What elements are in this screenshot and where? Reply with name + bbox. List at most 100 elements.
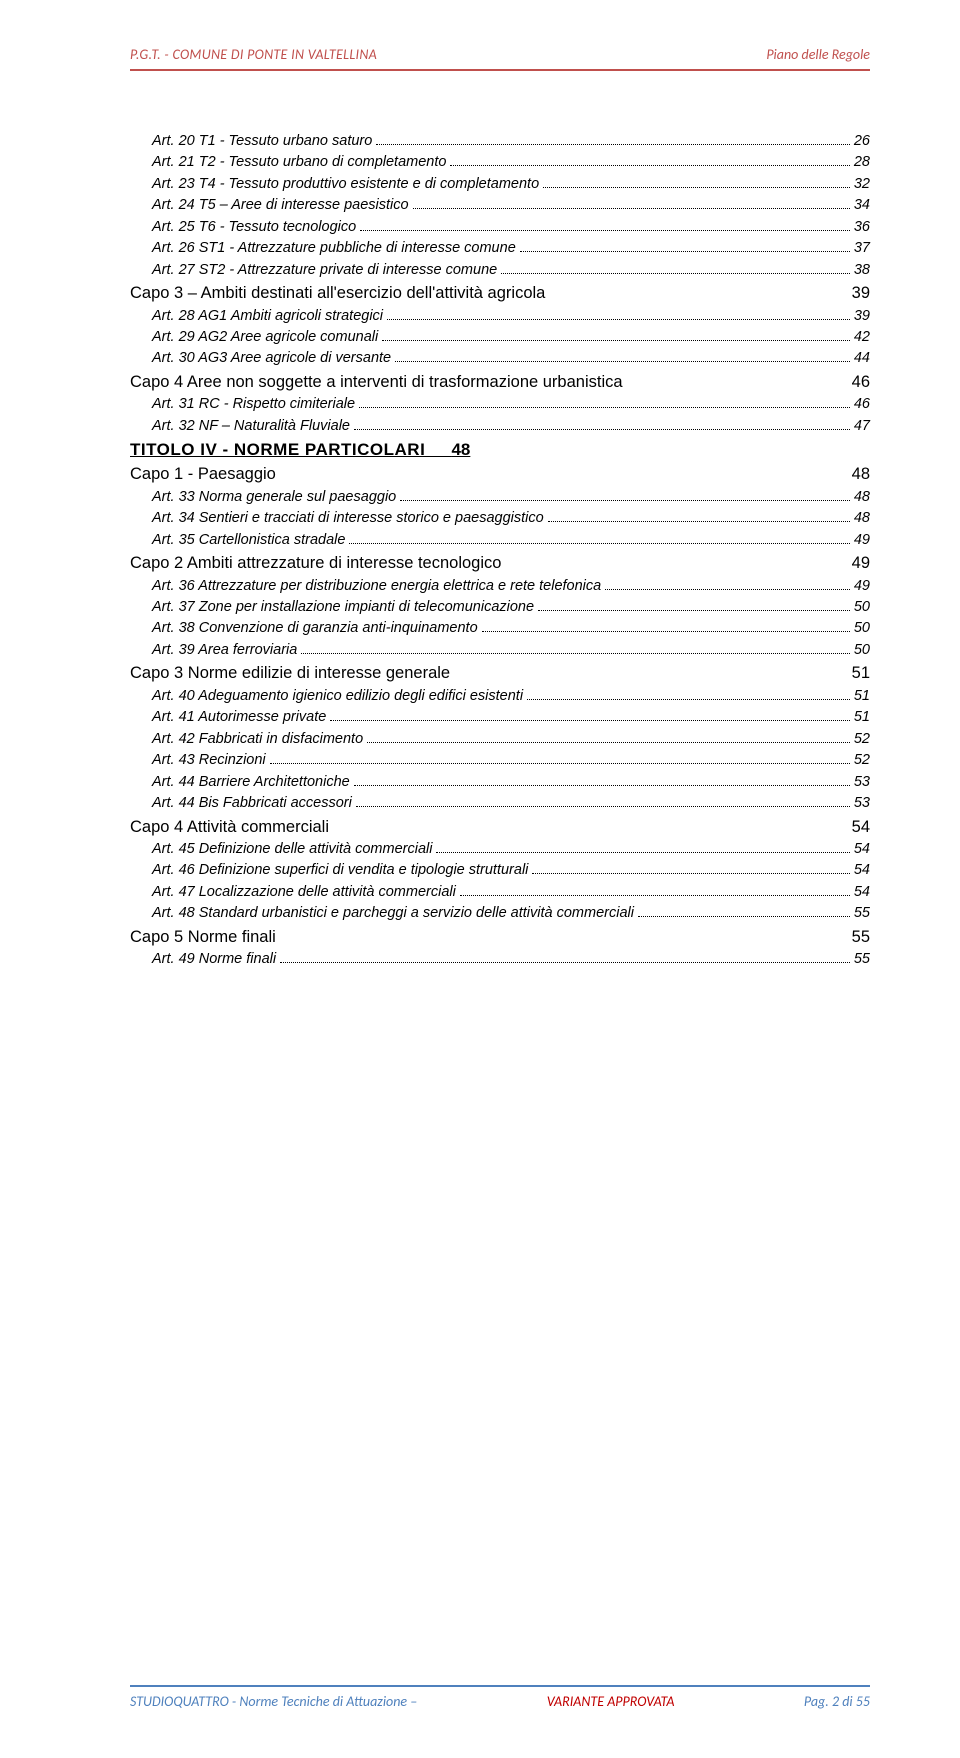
- toc-chapter-label: Capo 3 – Ambiti destinati all'esercizio …: [130, 281, 545, 305]
- toc-leader-dots: [605, 589, 850, 590]
- toc-page-number: 51: [854, 686, 870, 707]
- toc-page-number: 48: [854, 487, 870, 508]
- toc-row: Art. 20 T1 - Tessuto urbano saturo 26: [130, 131, 870, 152]
- toc-page-number: 52: [854, 750, 870, 771]
- toc-row: Art. 37 Zone per installazione impianti …: [130, 597, 870, 618]
- toc-leader-dots: [301, 653, 850, 654]
- toc-page-number: 53: [854, 772, 870, 793]
- toc-page-number: 38: [854, 260, 870, 281]
- toc-row: Art. 41 Autorimesse private 51: [130, 707, 870, 728]
- toc-row: Art. 31 RC - Rispetto cimiteriale46: [130, 394, 870, 415]
- toc-row: Capo 3 – Ambiti destinati all'esercizio …: [130, 281, 870, 305]
- toc-leader-dots: [356, 806, 850, 807]
- toc-article-label: Art. 20 T1 - Tessuto urbano saturo: [152, 131, 372, 152]
- toc-page-number: 32: [854, 174, 870, 195]
- toc-article-label: Art. 46 Definizione superfici di vendita…: [152, 860, 528, 881]
- toc-article-label: Art. 27 ST2 - Attrezzature private di in…: [152, 260, 497, 281]
- toc-row: Art. 40 Adeguamento igienico edilizio de…: [130, 686, 870, 707]
- toc-leader-dots: [436, 852, 849, 853]
- toc-article-label: Art. 48 Standard urbanistici e parcheggi…: [152, 903, 634, 924]
- footer-rule: [130, 1685, 870, 1687]
- toc-page-number: 54: [854, 860, 870, 881]
- toc-leader-dots: [638, 916, 850, 917]
- toc-row: Art. 45 Definizione delle attività comme…: [130, 839, 870, 860]
- toc-article-label: Art. 44 Barriere Architettoniche: [152, 772, 350, 793]
- toc-chapter-label: Capo 4 Aree non soggette a interventi di…: [130, 370, 623, 394]
- toc-title-label: TITOLO IV - NORME PARTICOLARI: [130, 437, 451, 462]
- toc-leader-dots: [460, 895, 850, 896]
- toc-article-label: Art. 33 Norma generale sul paesaggio: [152, 487, 396, 508]
- toc-leader-dots: [395, 361, 850, 362]
- toc-page-number: 51: [854, 707, 870, 728]
- toc-chapter-label: Capo 1 - Paesaggio: [130, 462, 276, 486]
- toc-row: Art. 32 NF – Naturalità Fluviale47: [130, 416, 870, 437]
- toc-page-number: 52: [854, 729, 870, 750]
- toc-article-label: Art. 41 Autorimesse private: [152, 707, 326, 728]
- toc-article-label: Art. 30 AG3 Aree agricole di versante: [152, 348, 391, 369]
- toc-row: TITOLO IV - NORME PARTICOLARI 48: [130, 437, 870, 462]
- toc-leader-dots: [501, 273, 850, 274]
- toc-page-number: 26: [854, 131, 870, 152]
- toc-row: Art. 27 ST2 - Attrezzature private di in…: [130, 260, 870, 281]
- toc-page-number: 49: [854, 576, 870, 597]
- table-of-contents: Art. 20 T1 - Tessuto urbano saturo26Art.…: [130, 131, 870, 971]
- toc-page-number: 34: [854, 195, 870, 216]
- toc-page-number: 49: [854, 530, 870, 551]
- toc-row: Art. 28 AG1 Ambiti agricoli strategici39: [130, 306, 870, 327]
- toc-article-label: Art. 26 ST1 - Attrezzature pubbliche di …: [152, 238, 516, 259]
- toc-row: Art. 26 ST1 - Attrezzature pubbliche di …: [130, 238, 870, 259]
- header-left: P.G.T. - COMUNE DI PONTE IN VALTELLINA: [130, 46, 377, 63]
- toc-page-number: 46: [854, 394, 870, 415]
- toc-row: Art. 44 Barriere Architettoniche 53: [130, 772, 870, 793]
- toc-leader-dots: [367, 742, 850, 743]
- toc-article-label: Art. 34 Sentieri e tracciati di interess…: [152, 508, 544, 529]
- toc-row: Art. 42 Fabbricati in disfacimento 52: [130, 729, 870, 750]
- toc-row: Capo 3 Norme edilizie di interesse gener…: [130, 661, 870, 685]
- toc-row: Art. 35 Cartellonistica stradale 49: [130, 530, 870, 551]
- toc-article-label: Art. 25 T6 - Tessuto tecnologico: [152, 217, 356, 238]
- toc-row: Art. 29 AG2 Aree agricole comunali42: [130, 327, 870, 348]
- toc-row: Art. 34 Sentieri e tracciati di interess…: [130, 508, 870, 529]
- page-footer: STUDIOQUATTRO - Norme Tecniche di Attuaz…: [130, 1685, 870, 1710]
- toc-page-number: 39: [854, 306, 870, 327]
- toc-row: Art. 46 Definizione superfici di vendita…: [130, 860, 870, 881]
- toc-row: Art. 43 Recinzioni52: [130, 750, 870, 771]
- toc-page-number: 55: [854, 903, 870, 924]
- toc-page-number: 42: [854, 327, 870, 348]
- toc-row: Capo 5 Norme finali55: [130, 925, 870, 949]
- toc-page-number: 51: [852, 661, 870, 685]
- toc-page-number: 50: [854, 597, 870, 618]
- toc-row: Capo 2 Ambiti attrezzature di interesse …: [130, 551, 870, 575]
- toc-page-number: 48: [451, 437, 470, 462]
- toc-article-label: Art. 23 T4 - Tessuto produttivo esistent…: [152, 174, 539, 195]
- toc-article-label: Art. 49 Norme finali: [152, 949, 276, 970]
- toc-page-number: 39: [852, 281, 870, 305]
- toc-page-number: 55: [852, 925, 870, 949]
- footer-left: STUDIOQUATTRO - Norme Tecniche di Attuaz…: [130, 1693, 417, 1710]
- toc-leader-dots: [382, 340, 850, 341]
- toc-leader-dots: [527, 699, 850, 700]
- toc-row: Art. 21 T2 - Tessuto urbano di completam…: [130, 152, 870, 173]
- toc-row: Art. 30 AG3 Aree agricole di versante 44: [130, 348, 870, 369]
- toc-page-number: 46: [852, 370, 870, 394]
- footer-right: Pag. 2 di 55: [804, 1693, 870, 1710]
- toc-article-label: Art. 44 Bis Fabbricati accessori: [152, 793, 352, 814]
- toc-article-label: Art. 42 Fabbricati in disfacimento: [152, 729, 363, 750]
- toc-leader-dots: [270, 763, 850, 764]
- toc-leader-dots: [280, 962, 850, 963]
- footer-row: STUDIOQUATTRO - Norme Tecniche di Attuaz…: [130, 1693, 870, 1710]
- toc-article-label: Art. 35 Cartellonistica stradale: [152, 530, 345, 551]
- toc-page-number: 50: [854, 618, 870, 639]
- toc-article-label: Art. 32 NF – Naturalità Fluviale: [152, 416, 350, 437]
- toc-row: Capo 4 Attività commerciali54: [130, 815, 870, 839]
- toc-leader-dots: [482, 631, 850, 632]
- toc-leader-dots: [354, 785, 850, 786]
- toc-page-number: 36: [854, 217, 870, 238]
- toc-article-label: Art. 40 Adeguamento igienico edilizio de…: [152, 686, 523, 707]
- toc-page-number: 44: [854, 348, 870, 369]
- toc-page-number: 28: [854, 152, 870, 173]
- toc-page-number: 37: [854, 238, 870, 259]
- toc-page-number: 48: [854, 508, 870, 529]
- toc-page-number: 48: [852, 462, 870, 486]
- toc-leader-dots: [538, 610, 850, 611]
